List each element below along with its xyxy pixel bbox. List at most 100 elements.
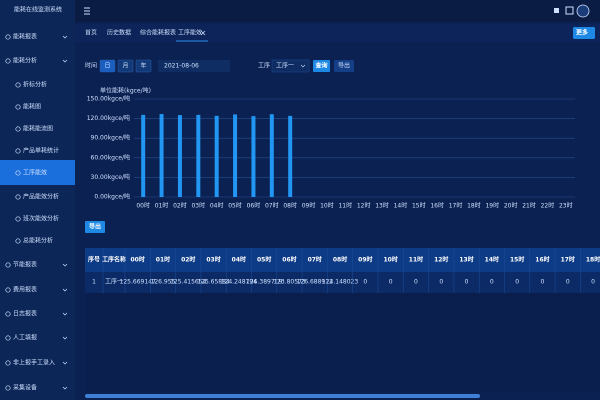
period-label[interactable]: 月 xyxy=(122,63,128,70)
menu-icon[interactable] xyxy=(84,7,90,15)
sidebar xyxy=(0,0,75,400)
lock-icon[interactable] xyxy=(554,8,559,13)
table-header: 07时 xyxy=(308,256,322,264)
bar xyxy=(288,115,293,197)
x-tick-label: 05时 xyxy=(228,202,242,210)
menu-item[interactable]: 能耗能流图 xyxy=(23,125,53,133)
query-button[interactable] xyxy=(313,60,330,72)
x-tick-label: 11时 xyxy=(338,202,352,210)
table-header: 15时 xyxy=(510,256,524,264)
menu-icon xyxy=(15,148,21,154)
menu-item[interactable]: 日志报表 xyxy=(13,310,37,318)
menu-icon xyxy=(15,82,21,88)
x-tick-label: 06时 xyxy=(247,202,261,210)
table-cell: 0 xyxy=(515,279,519,286)
chevron xyxy=(62,59,68,63)
period-button[interactable] xyxy=(99,59,116,73)
export-label[interactable]: 导出 xyxy=(338,62,350,70)
tab-close[interactable] xyxy=(200,30,206,36)
table-cell: 126.688912 xyxy=(297,279,333,286)
menu-item[interactable]: 折标分析 xyxy=(23,81,47,89)
menu-item[interactable]: 人工填报 xyxy=(13,334,37,342)
chevron xyxy=(62,263,68,267)
tab[interactable]: 历史数据 xyxy=(107,29,131,37)
menu-item[interactable]: 总能耗分析 xyxy=(23,237,53,245)
x-tick-label: 10时 xyxy=(320,202,334,210)
bar xyxy=(233,114,238,197)
chevron xyxy=(62,361,68,365)
table-header: 02时 xyxy=(181,256,195,264)
x-tick-label: 20时 xyxy=(504,202,518,210)
bar xyxy=(141,114,146,197)
table-header: 工序名称 xyxy=(102,256,126,264)
period-label[interactable]: 年 xyxy=(140,62,146,70)
period-button[interactable] xyxy=(135,59,152,73)
bar xyxy=(196,114,201,197)
tab[interactable]: 综合能耗报表 xyxy=(140,29,176,37)
active-menu-bg xyxy=(0,160,75,185)
period-label[interactable]: 日 xyxy=(104,63,110,70)
scrollbar[interactable] xyxy=(85,394,480,398)
bar xyxy=(159,114,164,197)
avatar[interactable] xyxy=(576,4,590,18)
period-button[interactable] xyxy=(117,59,134,73)
menu-item[interactable]: 能耗报表 xyxy=(13,33,37,41)
table-export-label[interactable]: 导出 xyxy=(89,223,101,231)
table-header: 01时 xyxy=(156,256,170,264)
chevron xyxy=(300,64,306,68)
bar xyxy=(251,116,256,197)
table-cell: 125.415654 xyxy=(170,279,206,286)
menu-item[interactable]: 能耗图 xyxy=(23,103,41,111)
chevron xyxy=(62,336,68,340)
x-tick-label: 22时 xyxy=(541,202,555,210)
menu-item[interactable]: 能耗分析 xyxy=(13,57,37,65)
menu-icon xyxy=(5,311,11,317)
menu-item[interactable]: 非上报手工录入 xyxy=(13,359,55,367)
table-header: 08时 xyxy=(333,256,347,264)
table-cell: 0 xyxy=(389,279,393,286)
menu-item[interactable]: 工序能效 xyxy=(23,169,47,177)
table-header: 18时 xyxy=(586,256,600,264)
x-tick-label: 16时 xyxy=(430,202,444,210)
table-cell: 0 xyxy=(439,279,443,286)
x-tick-label: 13时 xyxy=(375,202,389,210)
chevron xyxy=(62,288,68,292)
menu-icon xyxy=(15,216,21,222)
table-export-button[interactable] xyxy=(85,221,105,233)
more-button[interactable] xyxy=(573,27,595,39)
menu-item[interactable]: 采集设备 xyxy=(13,384,37,392)
export-button[interactable] xyxy=(334,60,354,72)
table-header: 05时 xyxy=(257,256,271,264)
menu-icon xyxy=(5,262,11,268)
tab-bar xyxy=(75,24,600,42)
menu-item[interactable]: 产品单耗统计 xyxy=(23,147,59,155)
table-cell: 0 xyxy=(566,279,570,286)
table-header: 04时 xyxy=(232,256,246,264)
fullscreen-icon[interactable] xyxy=(565,6,574,15)
table-header-bg xyxy=(85,248,600,272)
query-label[interactable]: 查询 xyxy=(314,62,327,70)
table-cell: 124.248794 xyxy=(221,279,257,286)
x-tick-label: 14时 xyxy=(394,202,408,210)
more-label[interactable]: 更多 xyxy=(576,29,588,37)
table-header: 序号 xyxy=(87,256,100,264)
x-tick-label: 04时 xyxy=(210,202,224,210)
table-cell: 124.148023 xyxy=(322,279,358,286)
bar xyxy=(269,114,274,197)
table-cell: 0 xyxy=(490,279,494,286)
x-tick-label: 08时 xyxy=(283,202,297,210)
chevron xyxy=(62,386,68,390)
menu-item[interactable]: 费用报表 xyxy=(13,286,37,294)
table-header: 06时 xyxy=(282,256,296,264)
menu-item[interactable]: 产品能效分析 xyxy=(23,193,59,201)
date-input[interactable] xyxy=(158,60,230,72)
table-header: 11时 xyxy=(409,256,423,264)
tab[interactable]: 工序能效 xyxy=(178,29,202,37)
process-select[interactable] xyxy=(271,59,310,73)
table-header: 14时 xyxy=(485,256,499,264)
table-header: 13时 xyxy=(459,256,473,264)
tab[interactable]: 首页 xyxy=(85,29,97,37)
x-tick-label: 07时 xyxy=(265,202,279,210)
menu-item[interactable]: 班次能效分析 xyxy=(23,215,59,223)
menu-item[interactable]: 节能报表 xyxy=(13,261,37,269)
